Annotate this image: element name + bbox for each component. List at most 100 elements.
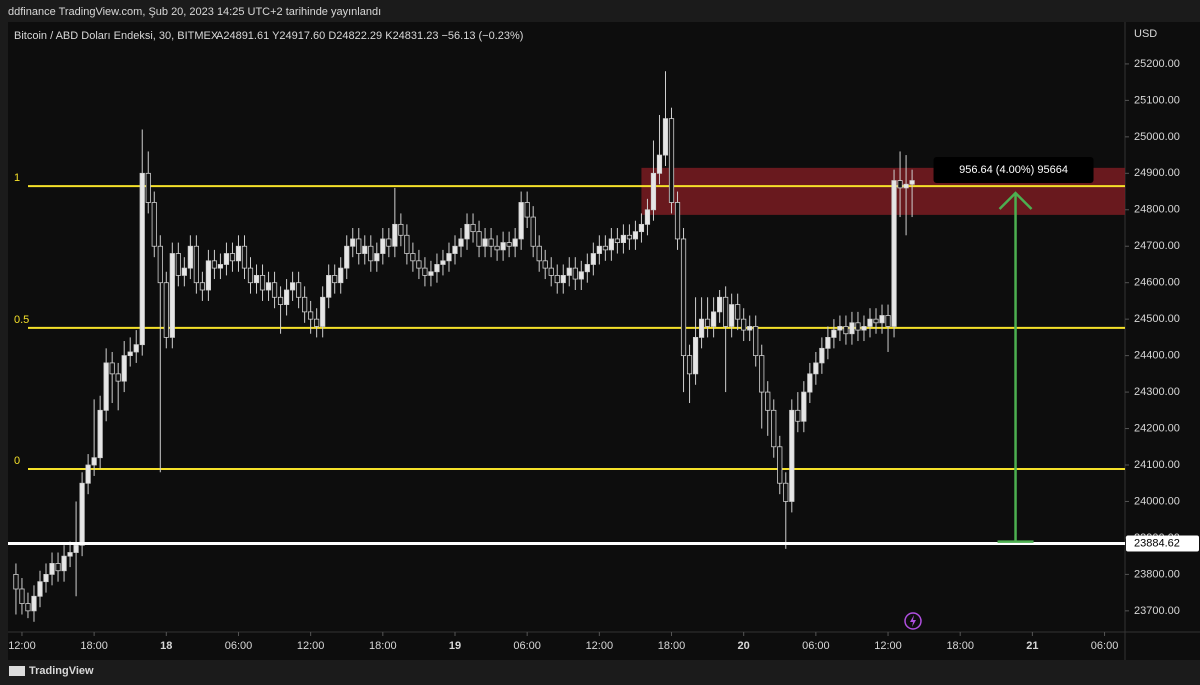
candle-body	[572, 267, 578, 280]
candle-body	[891, 180, 897, 327]
candle-body	[253, 275, 260, 284]
y-tick-label: 24900.00	[1134, 167, 1180, 179]
candle-body	[380, 238, 386, 254]
x-tick-label: 12:00	[8, 640, 36, 652]
candle-body	[759, 355, 765, 393]
candle-body	[873, 318, 879, 324]
candle-body	[668, 118, 675, 203]
y-tick-label: 23700.00	[1134, 605, 1180, 617]
x-tick-label: 19	[449, 640, 461, 652]
candle-body	[67, 552, 73, 557]
candle-body	[542, 260, 548, 269]
candle-body	[680, 238, 687, 357]
candle-body	[711, 311, 717, 327]
candle-body	[290, 282, 296, 291]
logo: TradingView	[9, 665, 94, 677]
x-tick-label: 12:00	[586, 640, 614, 652]
y-tick-label: 25000.00	[1134, 131, 1180, 143]
alert-icon[interactable]	[904, 612, 922, 630]
candle-body	[265, 282, 272, 291]
candle-body	[506, 242, 512, 247]
candle-body	[139, 172, 145, 346]
candle-body	[446, 253, 452, 262]
candle-body	[500, 242, 506, 251]
candle-body	[861, 326, 867, 331]
candle-body	[620, 234, 626, 243]
x-tick-label: 18:00	[658, 640, 686, 652]
candle-body	[735, 304, 741, 320]
candle-body	[55, 563, 61, 572]
candle-body	[91, 457, 97, 466]
candle-body	[19, 588, 25, 604]
candle-body	[524, 202, 530, 218]
candle-body	[903, 183, 909, 189]
candle-body	[145, 172, 151, 203]
candle-body	[211, 260, 218, 269]
x-tick-label: 18:00	[369, 640, 397, 652]
legend: Bitcoin / ABD Doları Endeksi, 30, BITMEX…	[14, 30, 523, 42]
candle-body	[332, 275, 338, 284]
chart-title: Bitcoin / ABD Doları Endeksi, 30, BITMEX	[14, 30, 219, 42]
candle-body	[638, 223, 645, 233]
candle-body	[115, 373, 121, 382]
candle-body	[644, 209, 651, 225]
candle-body	[386, 238, 392, 247]
candle-body	[729, 304, 735, 327]
candle-body	[458, 238, 464, 247]
y-tick-label: 24400.00	[1134, 350, 1180, 362]
y-tick-label: 25100.00	[1134, 94, 1180, 106]
candle-body	[79, 482, 85, 546]
candle-body	[283, 289, 290, 305]
chart-panel	[8, 22, 1200, 660]
candle-body	[662, 118, 669, 156]
candle-body	[434, 264, 440, 273]
candle-body	[686, 355, 693, 375]
candle-body	[795, 409, 801, 422]
candle-body	[482, 238, 488, 247]
alert-bolt[interactable]	[910, 615, 916, 627]
candle-body	[608, 238, 614, 251]
candle-body	[217, 264, 224, 269]
candle-body	[813, 362, 819, 375]
price-tag	[1126, 535, 1199, 552]
candle-body	[73, 544, 79, 553]
candle-body	[554, 275, 560, 284]
candle-body	[837, 326, 843, 331]
y-tick-label: 24600.00	[1134, 277, 1180, 289]
candle-body	[37, 581, 43, 597]
x-tick-label: 06:00	[802, 640, 830, 652]
candle-body	[392, 223, 398, 247]
candle-body	[819, 347, 825, 364]
candle-body	[879, 315, 885, 324]
candle-body	[61, 555, 67, 572]
y-tick-label: 24000.00	[1134, 495, 1180, 507]
candle-body	[626, 234, 633, 240]
alert-circle[interactable]	[904, 612, 922, 630]
y-tick-label: 24700.00	[1134, 240, 1180, 252]
y-tick-label: 24300.00	[1134, 386, 1180, 398]
candle-body	[614, 238, 620, 243]
measure-arrowhead	[998, 191, 1033, 210]
candle-body	[103, 362, 109, 411]
candle-body	[632, 231, 639, 240]
candle-body	[807, 373, 813, 393]
candle-body	[698, 318, 705, 338]
candle-body	[831, 329, 837, 338]
candle-body	[867, 318, 873, 327]
x-tick-label: 20	[738, 640, 750, 652]
candle-body	[723, 296, 729, 327]
fib-label: 0.5	[14, 314, 29, 326]
fib-label: 0	[14, 455, 20, 467]
candle-body	[25, 603, 31, 612]
logo-mark	[9, 666, 25, 676]
candle-body	[43, 573, 49, 583]
candle-body	[518, 202, 524, 240]
candle-body	[536, 245, 542, 262]
candle-body	[163, 282, 169, 338]
candle-body	[801, 391, 807, 422]
candle-body	[277, 296, 284, 305]
chart-subtitle: A24891.61 Y24917.60 D24822.29 K24831.23 …	[216, 30, 523, 42]
candle-body	[151, 202, 157, 247]
candle-body	[464, 223, 470, 240]
candle-body	[440, 260, 446, 265]
